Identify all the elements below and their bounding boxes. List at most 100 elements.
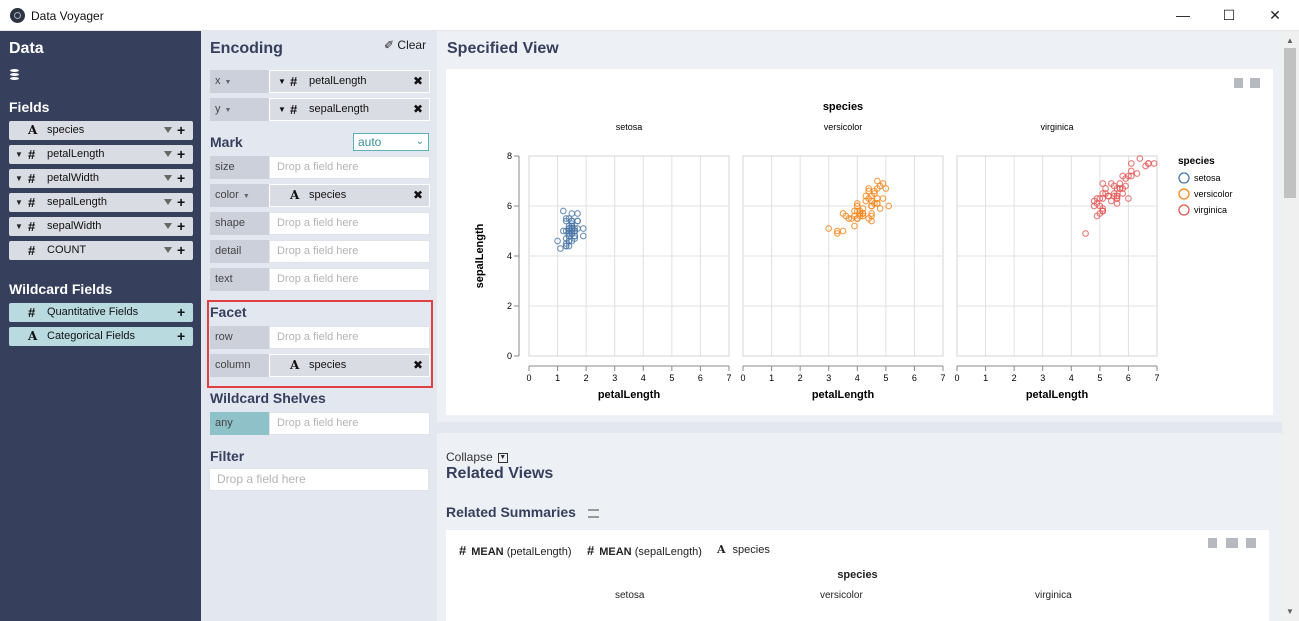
encoding-heading: Encoding — [210, 40, 283, 57]
x-tick-label: 5 — [669, 373, 674, 383]
encoded-field-pill[interactable]: A species ✖ — [269, 184, 430, 207]
add-icon[interactable]: + — [177, 304, 186, 320]
add-icon[interactable]: + — [177, 242, 186, 258]
shelf-label-y[interactable]: y ▼ — [210, 98, 269, 121]
legend-symbol — [1178, 172, 1190, 184]
number-type-icon: # — [28, 243, 36, 258]
data-point — [562, 215, 570, 222]
data-point — [571, 235, 579, 242]
filter-icon[interactable] — [164, 127, 172, 133]
field-pill-petalwidth[interactable]: ▼ # petalWidth + — [9, 169, 193, 188]
wildcard-categorical-fields[interactable]: A Categorical Fields + — [9, 327, 193, 346]
filter-icon[interactable] — [164, 247, 172, 253]
summary-field-chip[interactable]: # MEAN (sepalLength) — [587, 543, 702, 558]
x-tick-label: 1 — [555, 373, 560, 383]
filter-icon[interactable] — [164, 223, 172, 229]
maximize-button[interactable]: ☐ — [1222, 7, 1236, 23]
field-pill-petallength[interactable]: ▼ # petalLength + — [9, 145, 193, 164]
caret-down-icon[interactable]: ▼ — [15, 198, 23, 207]
filter-icon[interactable] — [164, 151, 172, 157]
facet-label: virginica — [1040, 122, 1073, 132]
drop-zone[interactable]: Drop a field here — [269, 156, 430, 179]
filter-drop-zone[interactable]: Drop a field here — [209, 468, 429, 491]
summary-field-chip[interactable]: # MEAN (petalLength) — [459, 543, 572, 558]
data-point — [1127, 160, 1135, 167]
close-window-button[interactable]: ✕ — [1269, 7, 1281, 23]
add-icon[interactable]: + — [177, 328, 186, 344]
drop-zone[interactable]: Drop a field here — [269, 326, 430, 349]
mark-type-select[interactable]: auto ⌄ — [353, 133, 429, 151]
copy-icon[interactable] — [1246, 538, 1256, 548]
bookmark-icon[interactable] — [1208, 538, 1217, 548]
copy-icon[interactable] — [1250, 78, 1260, 88]
list-icon[interactable] — [587, 508, 599, 518]
data-point — [1099, 207, 1107, 215]
data-point — [1110, 192, 1118, 200]
app-logo-icon — [10, 8, 25, 23]
data-point — [1116, 185, 1124, 192]
scroll-up-icon[interactable]: ▲ — [1286, 36, 1294, 45]
database-icon[interactable] — [10, 69, 19, 80]
remove-icon[interactable]: ✖ — [413, 74, 424, 88]
minimize-button[interactable]: — — [1176, 7, 1190, 23]
add-icon[interactable]: + — [177, 122, 186, 138]
list-icon[interactable] — [1226, 538, 1238, 548]
scroll-down-icon[interactable]: ▼ — [1286, 607, 1294, 616]
x-tick-label: 0 — [954, 373, 959, 383]
caret-down-icon[interactable]: ▼ — [15, 174, 23, 183]
field-pill-species[interactable]: A species + — [9, 121, 193, 140]
summary-facet-label: virginica — [1035, 590, 1072, 601]
add-icon[interactable]: + — [177, 194, 186, 210]
data-point — [856, 210, 864, 217]
drop-zone[interactable]: Drop a field here — [269, 412, 430, 435]
remove-icon[interactable]: ✖ — [413, 358, 424, 372]
drop-zone[interactable]: Drop a field here — [269, 212, 430, 235]
field-name: species — [309, 189, 347, 201]
remove-icon[interactable]: ✖ — [413, 102, 424, 116]
scrollbar-thumb[interactable] — [1284, 48, 1296, 198]
caret-down-icon[interactable]: ▼ — [278, 77, 286, 86]
legend-label: setosa — [1194, 173, 1221, 183]
facet-highlight-box — [207, 300, 433, 388]
field-pill-sepalwidth[interactable]: ▼ # sepalWidth + — [9, 217, 193, 236]
filter-icon[interactable] — [164, 175, 172, 181]
encoded-field-pill[interactable]: ▼ # petalLength ✖ — [269, 70, 430, 93]
clear-button[interactable]: ✐ Clear — [384, 38, 426, 52]
data-point — [1116, 180, 1124, 187]
shelf-label-row: row — [210, 326, 269, 349]
data-point — [862, 197, 870, 205]
add-icon[interactable]: + — [177, 170, 186, 186]
x-tick-label: 1 — [769, 373, 774, 383]
vertical-scrollbar[interactable]: ▲ ▼ — [1282, 31, 1299, 621]
x-tick-label: 1 — [983, 373, 988, 383]
x-tick-label: 5 — [1097, 373, 1102, 383]
x-tick-label: 2 — [1012, 373, 1017, 383]
drop-zone[interactable]: Drop a field here — [269, 268, 430, 291]
encoded-field-pill[interactable]: A species ✖ — [269, 354, 430, 377]
add-icon[interactable]: + — [177, 218, 186, 234]
data-point — [579, 225, 587, 232]
data-point — [1125, 195, 1132, 202]
bookmark-icon[interactable] — [1234, 78, 1243, 88]
caret-down-icon[interactable]: ▼ — [15, 150, 23, 159]
filter-icon[interactable] — [164, 199, 172, 205]
encoded-field-pill[interactable]: ▼ # sepalLength ✖ — [269, 98, 430, 121]
remove-icon[interactable]: ✖ — [413, 188, 424, 202]
data-point — [839, 210, 847, 217]
shelf-color: color ▼ A species ✖ — [210, 184, 430, 207]
shelf-label-x[interactable]: x ▼ — [210, 70, 269, 93]
field-pill-sepallength[interactable]: ▼ # sepalLength + — [9, 193, 193, 212]
caret-down-icon[interactable]: ▼ — [15, 222, 23, 231]
caret-down-icon[interactable]: ▼ — [278, 105, 286, 114]
number-type-icon: # — [28, 147, 36, 162]
data-point — [1133, 170, 1141, 177]
field-pill-count[interactable]: # COUNT + — [9, 241, 193, 260]
add-icon[interactable]: + — [177, 146, 186, 162]
wildcard-quantitative-fields[interactable]: # Quantitative Fields + — [9, 303, 193, 322]
x-axis-title: petalLength — [598, 389, 661, 401]
data-point — [871, 190, 878, 197]
drop-zone[interactable]: Drop a field here — [269, 240, 430, 263]
collapse-toggle[interactable]: Collapse ▼ — [446, 450, 508, 464]
shelf-label-color[interactable]: color ▼ — [210, 184, 269, 207]
